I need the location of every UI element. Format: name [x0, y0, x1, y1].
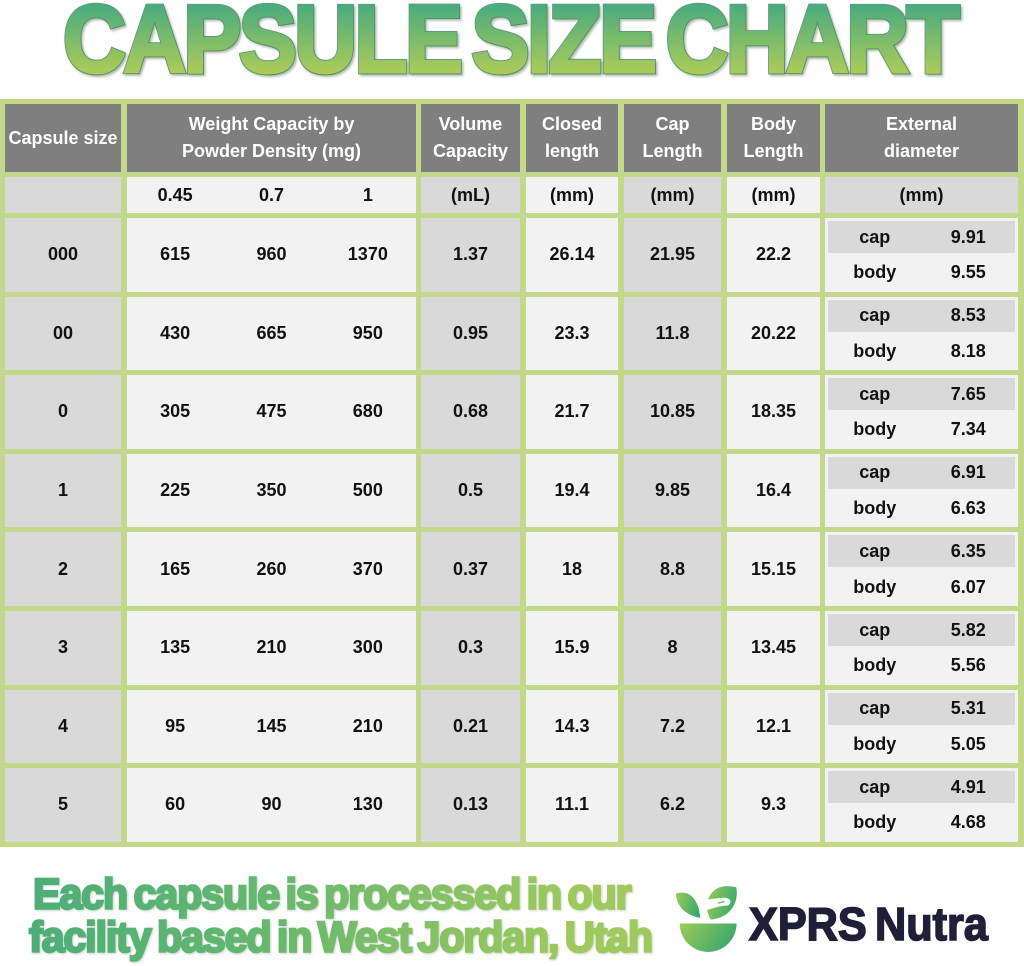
svg-text:CAPSULE SIZE CHART: CAPSULE SIZE CHART — [63, 0, 959, 93]
svg-text:facility based in West Jordan,: facility based in West Jordan, Utah — [29, 913, 652, 961]
svg-text:Each capsule is processed in o: Each capsule is processed in our — [33, 870, 631, 918]
svg-text:CAPSULE SIZE CHART: CAPSULE SIZE CHART — [63, 0, 959, 93]
